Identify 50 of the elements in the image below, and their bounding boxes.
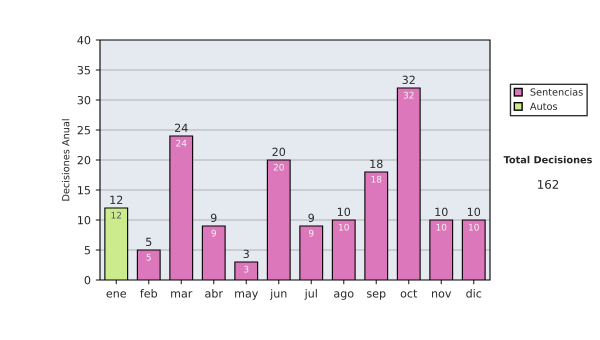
- legend-label: Sentencias: [530, 88, 583, 96]
- y-axis-title: Decisiones Anual: [62, 119, 70, 201]
- y-tick-label: 35: [78, 66, 90, 74]
- total-label: 10: [435, 208, 448, 216]
- x-tick-label: jul: [304, 289, 317, 300]
- data-label: 9: [308, 230, 314, 237]
- total-label: 12: [110, 196, 122, 204]
- data-label: 20: [274, 164, 284, 171]
- y-tick-label: 30: [78, 96, 90, 104]
- y-tick-label: 20: [78, 156, 90, 164]
- data-label: 10: [436, 224, 446, 231]
- data-label: 10: [339, 224, 349, 231]
- total-label: 10: [338, 208, 350, 216]
- x-tick-label: abr: [205, 289, 223, 298]
- x-tick-label: nov: [432, 291, 452, 298]
- text: 162: [538, 180, 558, 189]
- x-tick-label: may: [235, 291, 258, 300]
- x-tick-label: dic: [466, 289, 482, 298]
- x-tick-label: mar: [171, 291, 192, 298]
- total-label: 10: [468, 208, 480, 216]
- y-tick-label: 15: [78, 186, 90, 194]
- y-tick-label: 25: [78, 126, 90, 134]
- total-label: 5: [146, 238, 152, 246]
- data-label: 18: [372, 176, 382, 183]
- text: Total Decisiones: [504, 156, 592, 164]
- total-label: 9: [210, 214, 217, 222]
- total-label: 3: [244, 250, 249, 258]
- y-tick-label: 0: [84, 276, 90, 284]
- x-tick-label: oct: [400, 290, 418, 298]
- data-label: 12: [112, 212, 122, 218]
- y-tick-label: 40: [77, 36, 90, 44]
- x-tick-label: sep: [367, 291, 386, 300]
- total-label: 18: [370, 160, 383, 168]
- data-label: 10: [469, 224, 479, 231]
- x-tick-label: jun: [270, 289, 286, 300]
- y-tick-label: 10: [78, 216, 90, 224]
- data-label: 24: [176, 140, 186, 146]
- data-label: 3: [244, 266, 248, 273]
- x-tick-label: ago: [334, 291, 354, 300]
- total-label: 20: [272, 148, 286, 156]
- y-tick-label: 5: [84, 246, 90, 254]
- total-label: 32: [402, 76, 415, 84]
- total-label: 9: [308, 214, 314, 222]
- data-label: 32: [404, 92, 414, 99]
- x-tick-label: ene: [106, 291, 126, 298]
- total-label: 24: [174, 124, 188, 132]
- data-label: 9: [211, 230, 216, 237]
- legend-label: Autos: [530, 102, 558, 110]
- data-label: 5: [146, 254, 151, 261]
- x-tick-label: feb: [140, 289, 158, 298]
